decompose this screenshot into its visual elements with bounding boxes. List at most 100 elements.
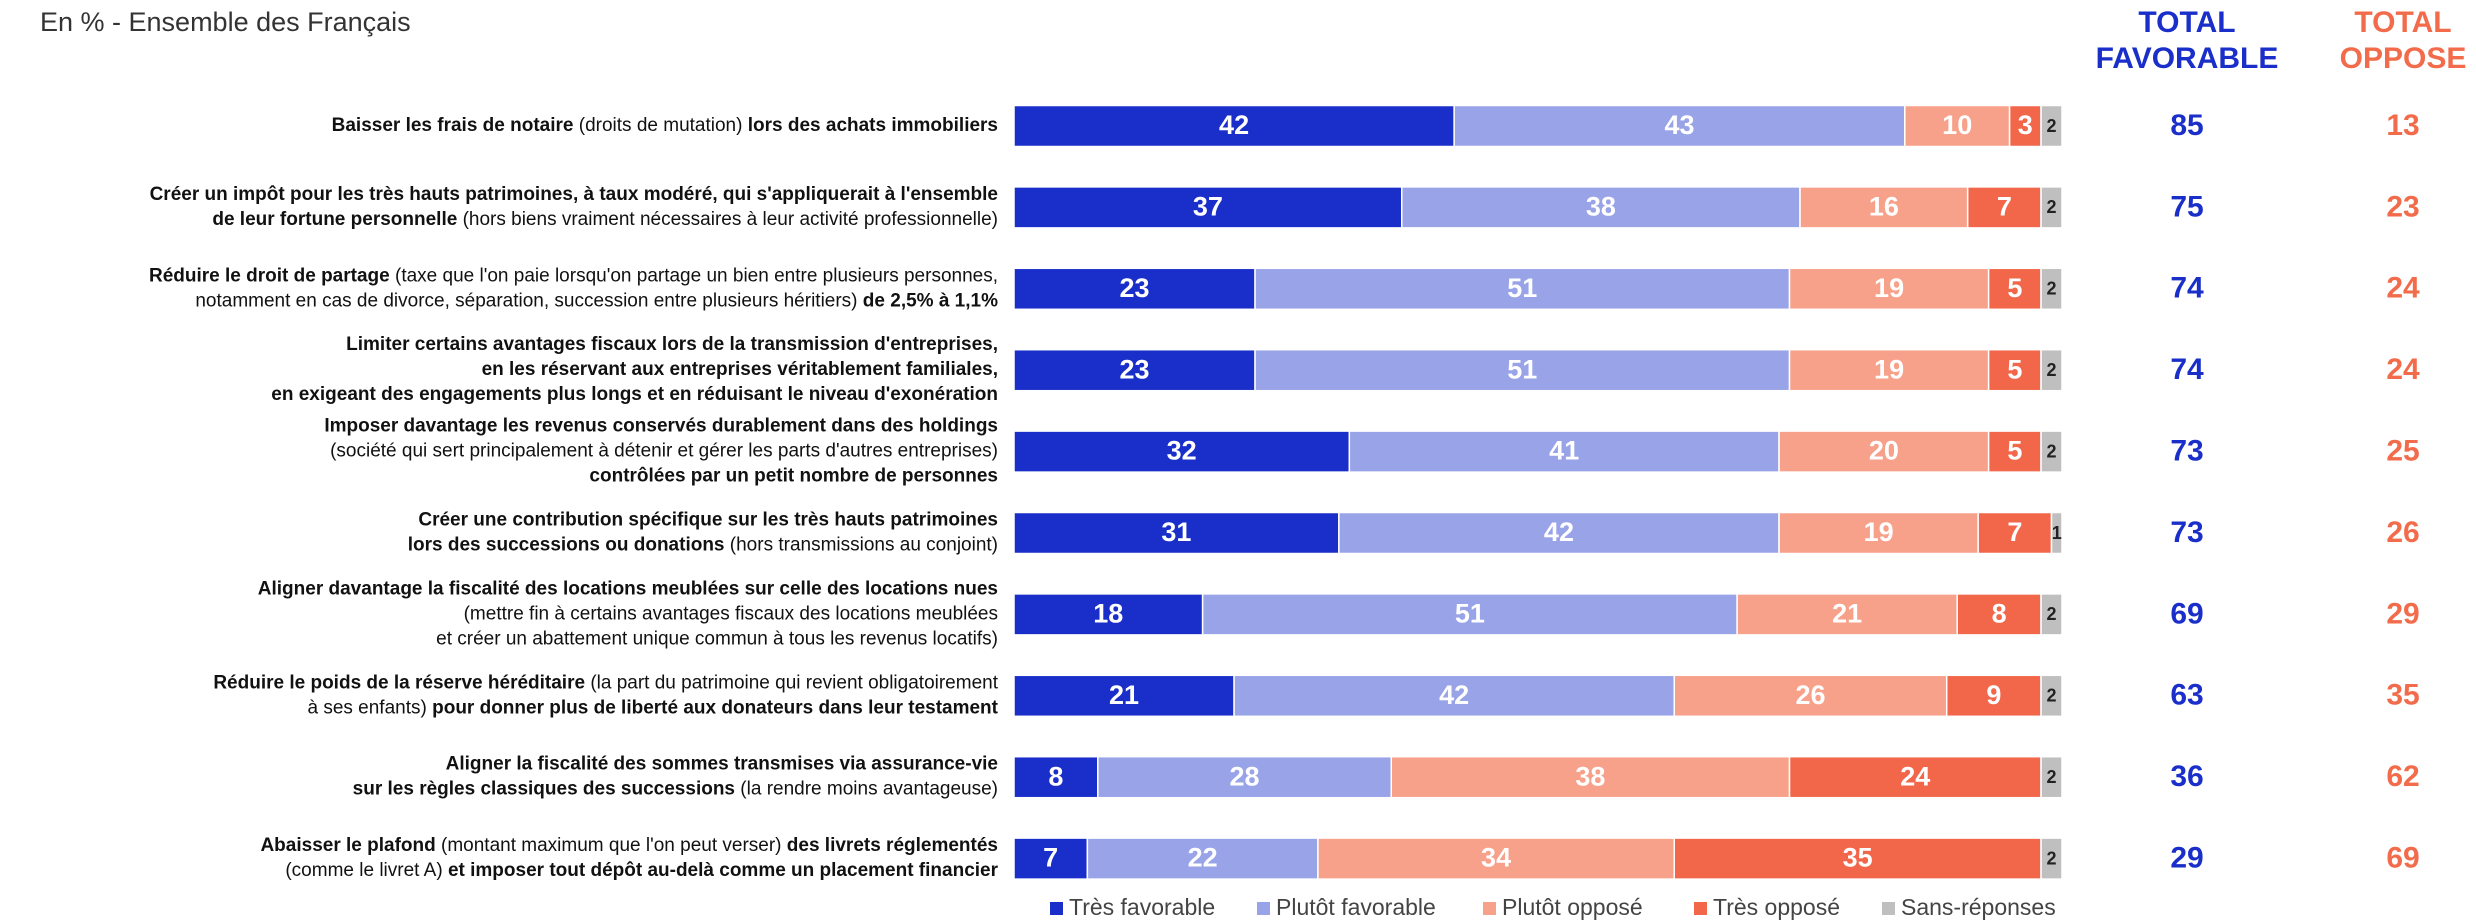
value-label: 28 [1230,761,1260,791]
bar-segment [1013,511,1340,555]
value-label: 2 [2047,604,2057,624]
total-value: 73 [2170,435,2203,468]
value-label: 35 [1843,843,1873,873]
label-segment: et imposer tout dépôt au-delà comme un p… [448,860,999,881]
bar-segment [1013,755,1099,799]
value-label: 24 [1900,761,1930,791]
label-segment: (mettre fin à certains avantages fiscaux… [464,603,998,624]
bar-segment [1013,593,1204,636]
bar-segment [1788,267,1990,311]
value-label: 34 [1481,843,1511,873]
label-segment: Créer une contribution spécifique sur le… [418,510,998,531]
bar-segment [2040,755,2063,799]
legend-swatch [1257,902,1270,915]
total-value: 74 [2170,272,2204,305]
category-label: Réduire le poids de la réserve héréditai… [213,672,998,693]
bar-segment [1778,511,1979,555]
value-label: 21 [1109,680,1139,710]
bar-segment [1945,674,2042,718]
value-label: 5 [2007,354,2022,384]
bar-segment [1013,348,1256,392]
value-label: 20 [1869,436,1899,466]
bar-segment [1788,348,1990,392]
value-label: 22 [1188,843,1218,873]
category-label: (comme le livret A) et imposer tout dépô… [285,860,998,881]
value-label: 5 [2007,273,2022,303]
label-segment: (taxe que l'on paie lorsqu'on partage un… [390,265,998,286]
label-segment: (comme le livret A) [285,860,448,881]
total-value: 69 [2386,842,2419,875]
value-label: 8 [1048,761,1063,791]
value-label: 19 [1874,354,1904,384]
total-value: 35 [2386,679,2419,712]
bar-segment [1977,511,2053,555]
label-segment: (la part du patrimoine qui revient oblig… [585,672,999,693]
value-label: 7 [1043,843,1058,873]
label-segment: lors des achats immobiliers [748,115,998,136]
value-label: 43 [1664,110,1694,140]
value-label: 51 [1507,273,1537,303]
category-label: à ses enfants) pour donner plus de liber… [307,697,998,718]
category-label: Créer un impôt pour les très hauts patri… [150,184,998,205]
legend-label: Très favorable [1069,894,1215,920]
bar-segment [1673,674,1948,718]
bar-segment [1013,430,1351,473]
label-segment: (la rendre moins avantageuse) [735,779,998,800]
label-segment: en les réservant aux entreprises véritab… [482,359,998,380]
label-segment: notamment en cas de divorce, séparation,… [195,290,862,311]
value-label: 38 [1575,761,1605,791]
bar-segment [1966,186,2042,229]
total-value: 69 [2170,597,2203,630]
value-label: 10 [1942,110,1972,140]
label-segment: Limiter certains avantages fiscaux lors … [346,334,998,355]
bar-segment [1254,267,1791,311]
chart-subtitle: En % - Ensemble des Français [40,7,411,37]
label-segment: Abaisser le plafond [260,835,435,856]
value-label: 32 [1167,436,1197,466]
value-label: 2 [2047,767,2057,787]
value-label: 19 [1874,273,1904,303]
bar-segment [2040,104,2063,148]
bar-segment [1673,837,2042,880]
total-header: TOTAL [2354,6,2451,39]
category-label: lors des successions ou donations (hors … [408,535,998,556]
label-segment: et créer un abattement unique commun à t… [436,628,998,649]
total-value: 25 [2386,435,2419,468]
bar-segment [1987,430,2042,473]
value-label: 42 [1439,680,1469,710]
label-segment: des livrets réglementés [787,835,998,856]
label-segment: contrôlées par un petit nombre de person… [589,466,998,487]
total-value: 36 [2170,760,2203,793]
value-label: 2 [2047,686,2057,706]
label-segment: lors des successions ou donations [408,535,725,556]
category-label: Aligner la fiscalité des sommes transmis… [446,754,998,775]
bar-segment [1013,186,1403,229]
bar-segment [1013,104,1455,148]
total-value: 63 [2170,679,2203,712]
category-label: en exigeant des engagements plus longs e… [271,384,998,405]
value-label: 31 [1161,517,1191,547]
value-label: 38 [1586,192,1616,222]
bar-segment [2040,186,2063,229]
bar-segment [1317,837,1675,880]
bar-segment [1453,104,1906,148]
bar-segment [1013,674,1235,718]
bar-segment [2050,511,2063,555]
total-value: 26 [2386,516,2419,549]
bar-segment [2040,593,2063,636]
total-value: 62 [2386,760,2419,793]
total-value: 75 [2170,190,2203,223]
category-label: (société qui sert principalement à déten… [330,441,998,462]
value-label: 9 [1986,680,2001,710]
label-segment: de 2,5% à 1,1% [863,290,998,311]
category-label: et créer un abattement unique commun à t… [436,628,998,649]
label-segment: Réduire le droit de partage [149,265,390,286]
bar-segment [1201,593,1738,636]
category-label: en les réservant aux entreprises véritab… [482,359,998,380]
total-header: FAVORABLE [2096,42,2279,75]
total-value: 29 [2170,842,2203,875]
bar-segment [1013,837,1089,880]
total-value: 29 [2386,597,2419,630]
category-label: Créer une contribution spécifique sur le… [418,510,998,531]
category-label: sur les règles classiques des succession… [353,779,998,800]
